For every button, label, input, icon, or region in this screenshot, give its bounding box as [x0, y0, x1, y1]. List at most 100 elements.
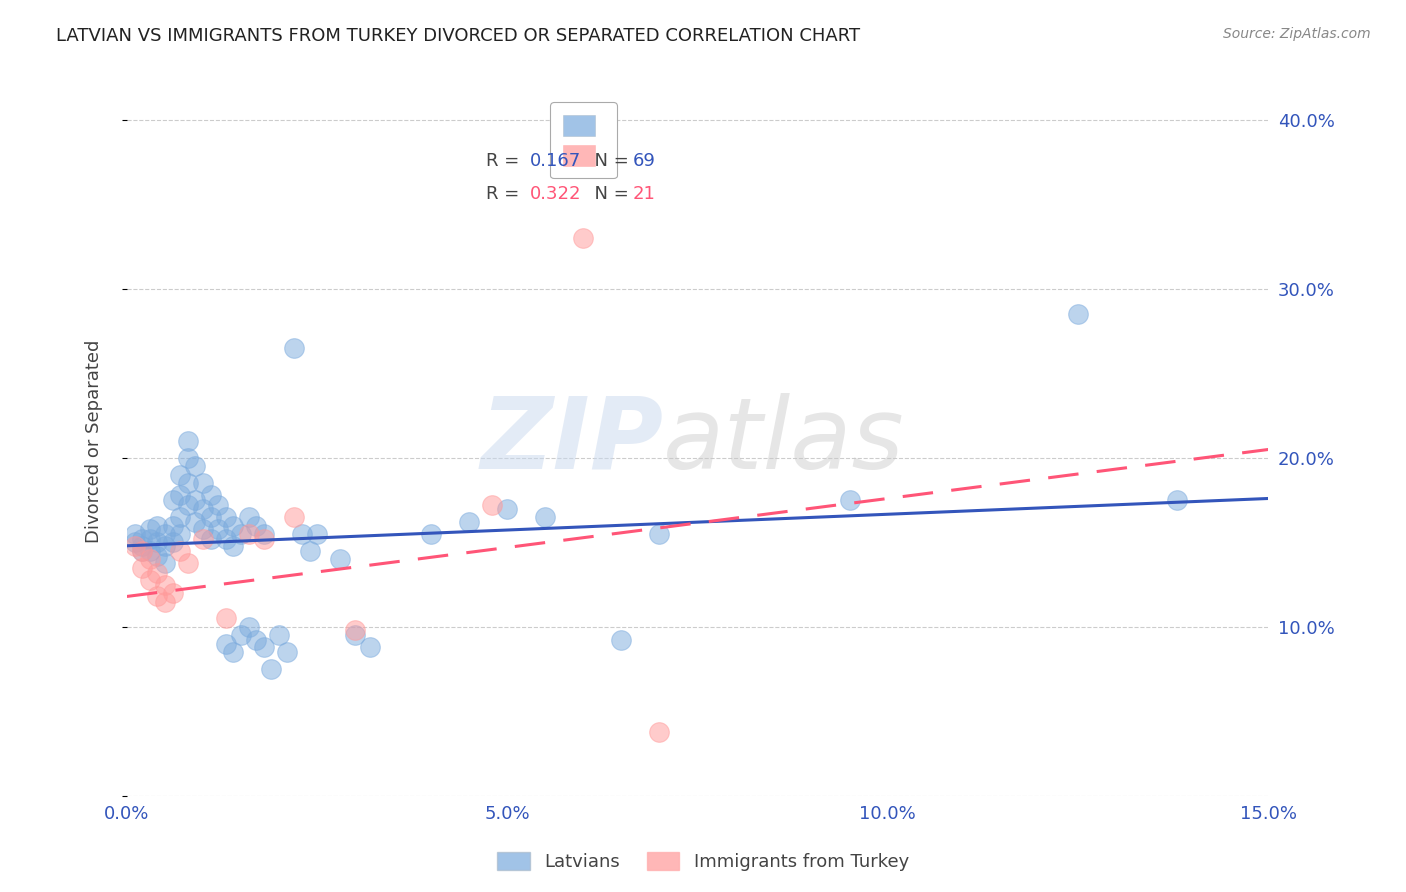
- Point: [215, 510, 238, 524]
- Point: [481, 498, 503, 512]
- Point: [138, 544, 160, 558]
- Point: [222, 645, 245, 659]
- Point: [153, 527, 176, 541]
- Point: [169, 467, 191, 482]
- Point: [138, 532, 160, 546]
- Point: [169, 544, 191, 558]
- Point: [496, 501, 519, 516]
- Point: [146, 566, 169, 580]
- Point: [184, 493, 207, 508]
- Point: [283, 510, 305, 524]
- Text: ZIP: ZIP: [481, 392, 664, 490]
- Point: [146, 549, 169, 563]
- Point: [191, 522, 214, 536]
- Point: [610, 633, 633, 648]
- Point: [169, 527, 191, 541]
- Text: R =: R =: [486, 186, 526, 203]
- Point: [534, 510, 557, 524]
- Point: [229, 527, 252, 541]
- Text: 0.167: 0.167: [530, 152, 581, 169]
- Point: [124, 539, 146, 553]
- Point: [138, 573, 160, 587]
- Point: [153, 594, 176, 608]
- Point: [200, 510, 222, 524]
- Point: [344, 624, 367, 638]
- Point: [124, 535, 146, 549]
- Point: [191, 501, 214, 516]
- Y-axis label: Divorced or Separated: Divorced or Separated: [86, 339, 103, 542]
- Point: [572, 231, 595, 245]
- Text: R =: R =: [486, 152, 526, 169]
- Point: [184, 515, 207, 529]
- Point: [238, 527, 260, 541]
- Point: [162, 518, 184, 533]
- Point: [291, 527, 314, 541]
- Point: [191, 532, 214, 546]
- Point: [458, 515, 481, 529]
- Point: [131, 560, 153, 574]
- Point: [222, 539, 245, 553]
- Point: [222, 518, 245, 533]
- Text: 0.322: 0.322: [530, 186, 581, 203]
- Point: [238, 510, 260, 524]
- Point: [215, 611, 238, 625]
- Point: [1166, 493, 1188, 508]
- Point: [146, 535, 169, 549]
- Point: [138, 552, 160, 566]
- Point: [200, 532, 222, 546]
- Point: [162, 535, 184, 549]
- Legend: , : ,: [550, 103, 617, 178]
- Point: [177, 556, 200, 570]
- Point: [177, 498, 200, 512]
- Point: [124, 527, 146, 541]
- Point: [138, 522, 160, 536]
- Text: N =: N =: [583, 152, 636, 169]
- Point: [253, 527, 276, 541]
- Point: [191, 476, 214, 491]
- Point: [307, 527, 329, 541]
- Point: [131, 544, 153, 558]
- Point: [146, 590, 169, 604]
- Point: [153, 556, 176, 570]
- Point: [298, 544, 321, 558]
- Point: [359, 640, 381, 654]
- Point: [177, 476, 200, 491]
- Point: [200, 488, 222, 502]
- Point: [207, 522, 229, 536]
- Point: [229, 628, 252, 642]
- Point: [283, 341, 305, 355]
- Point: [131, 539, 153, 553]
- Point: [146, 518, 169, 533]
- Point: [238, 620, 260, 634]
- Text: 69: 69: [633, 152, 655, 169]
- Point: [207, 498, 229, 512]
- Point: [245, 518, 267, 533]
- Point: [253, 640, 276, 654]
- Text: LATVIAN VS IMMIGRANTS FROM TURKEY DIVORCED OR SEPARATED CORRELATION CHART: LATVIAN VS IMMIGRANTS FROM TURKEY DIVORC…: [56, 27, 860, 45]
- Point: [253, 532, 276, 546]
- Point: [838, 493, 860, 508]
- Legend: Latvians, Immigrants from Turkey: Latvians, Immigrants from Turkey: [489, 845, 917, 879]
- Point: [162, 493, 184, 508]
- Text: atlas: atlas: [664, 392, 905, 490]
- Point: [153, 539, 176, 553]
- Point: [276, 645, 298, 659]
- Text: N =: N =: [583, 186, 636, 203]
- Text: Source: ZipAtlas.com: Source: ZipAtlas.com: [1223, 27, 1371, 41]
- Point: [267, 628, 290, 642]
- Text: 21: 21: [633, 186, 655, 203]
- Point: [169, 488, 191, 502]
- Point: [215, 637, 238, 651]
- Point: [131, 544, 153, 558]
- Point: [648, 527, 671, 541]
- Point: [215, 532, 238, 546]
- Point: [420, 527, 443, 541]
- Point: [162, 586, 184, 600]
- Point: [153, 577, 176, 591]
- Point: [329, 552, 352, 566]
- Point: [344, 628, 367, 642]
- Point: [1067, 307, 1090, 321]
- Point: [184, 459, 207, 474]
- Point: [260, 662, 283, 676]
- Point: [169, 510, 191, 524]
